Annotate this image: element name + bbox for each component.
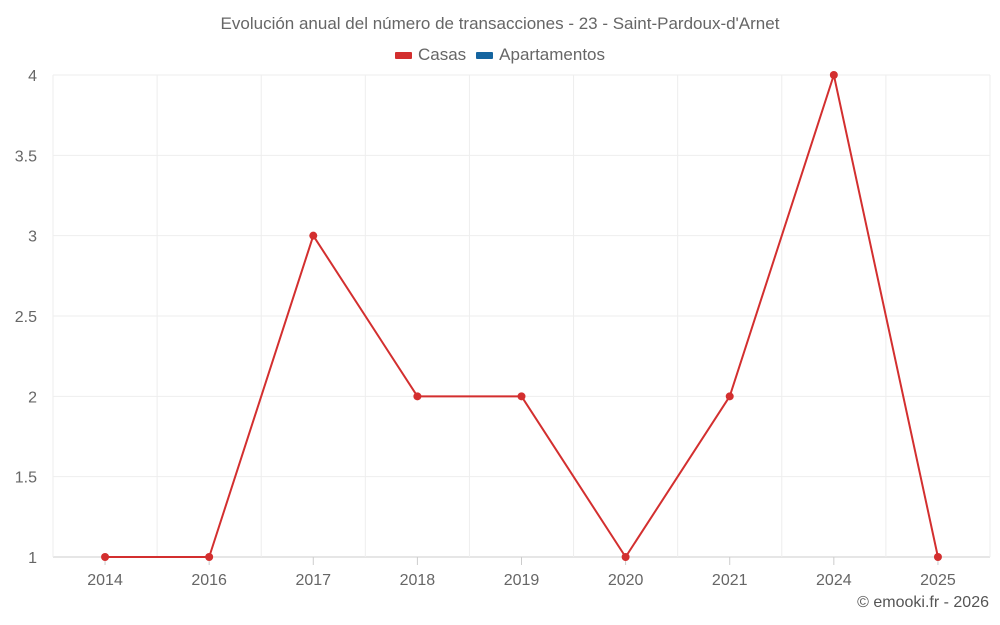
legend-item-casas[interactable]: Casas	[394, 45, 467, 65]
x-tick-label: 2024	[816, 572, 852, 589]
legend-label-casas: Casas	[417, 45, 467, 64]
data-point	[413, 392, 422, 401]
legend-label-apartamentos: Apartamentos	[499, 45, 606, 64]
data-point	[725, 392, 734, 401]
x-tick-label: 2014	[87, 572, 123, 589]
chart-title: Evolución anual del número de transaccio…	[220, 14, 780, 33]
data-point	[933, 553, 942, 561]
legend-swatch-casas	[394, 51, 412, 59]
x-tick-label: 2019	[504, 572, 540, 589]
credit: © emooki.fr - 2026	[857, 594, 989, 611]
x-tick-label: 2021	[712, 572, 748, 589]
data-point	[101, 553, 110, 561]
x-tick-label: 2016	[191, 572, 227, 589]
legend-swatch-apartamentos	[476, 51, 494, 59]
data-point	[309, 231, 318, 240]
y-tick-label: 3.5	[15, 148, 37, 165]
y-tick-label: 1.5	[15, 470, 37, 487]
y-tick-label: 2.5	[15, 309, 37, 326]
x-tick-label: 2025	[920, 572, 956, 589]
data-point	[621, 553, 630, 561]
x-tick-label: 2020	[608, 572, 644, 589]
legend: Casas Apartamentos	[0, 45, 1000, 65]
data-point	[517, 392, 526, 401]
y-tick-label: 1	[28, 550, 37, 567]
x-tick-label: 2017	[295, 572, 331, 589]
data-point	[205, 553, 214, 561]
y-tick-label: 3	[28, 229, 37, 246]
legend-item-apartamentos[interactable]: Apartamentos	[476, 45, 605, 65]
data-point	[829, 71, 838, 79]
y-tick-label: 4	[28, 68, 37, 85]
x-tick-label: 2018	[400, 572, 436, 589]
y-tick-label: 2	[28, 389, 37, 406]
